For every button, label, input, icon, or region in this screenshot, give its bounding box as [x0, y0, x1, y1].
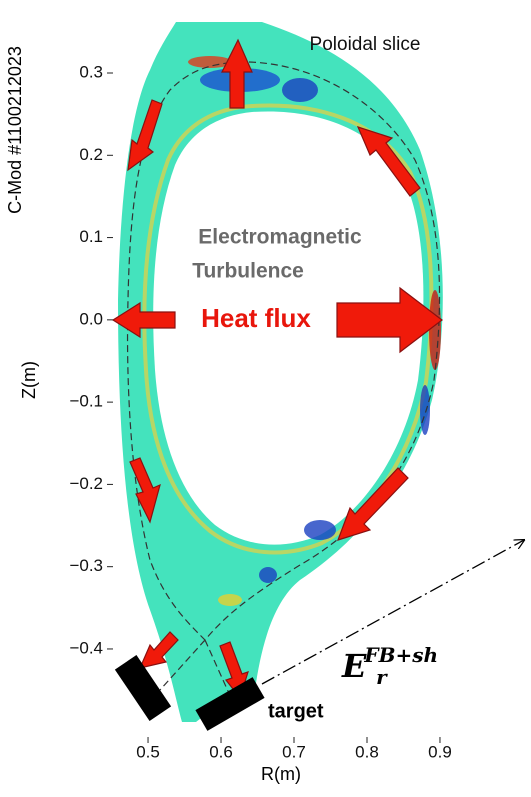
divertor-target: [114, 655, 172, 721]
er-pointer: [261, 540, 524, 685]
y-tick-label: 0.3: [79, 62, 103, 81]
y-tick-label: 0.2: [79, 145, 103, 164]
annotation: Turbulence: [192, 260, 304, 283]
turbulence-blob: [259, 567, 277, 583]
x-tick-label: 0.8: [355, 742, 379, 761]
x-tick-label: 0.7: [282, 742, 306, 761]
flux-arrow: [138, 631, 179, 669]
y-axis-label: Z(m): [19, 361, 39, 399]
turbulence-blob: [218, 594, 242, 606]
er-symbol: E: [341, 647, 367, 685]
y-tick-label: 0.1: [79, 227, 103, 246]
separatrix: [126, 61, 441, 701]
flux-arrow: [336, 286, 443, 354]
turbulence-blob: [188, 56, 232, 68]
x-axis-label: R(m): [261, 764, 301, 784]
flux-arrow: [129, 457, 161, 524]
turbulence-blob: [304, 520, 336, 540]
flux-arrow: [356, 126, 421, 197]
turbulence-blob: [429, 290, 441, 370]
field: [118, 22, 443, 722]
x-tick-label: 0.9: [428, 742, 452, 761]
er-sup: FB+sh: [363, 643, 438, 667]
arrows: [111, 38, 443, 700]
er-sub: r: [376, 665, 388, 689]
flux-arrow: [111, 301, 176, 339]
x-tick-label: 0.5: [136, 742, 160, 761]
er-label: EFB+sh r: [341, 643, 438, 689]
side-label: C-Mod #1100212023: [5, 46, 25, 214]
y-tick-label: −0.3: [69, 556, 103, 575]
flux-arrow: [337, 467, 409, 541]
plot-title: Poloidal slice: [310, 34, 421, 55]
y-tick-label: −0.1: [69, 392, 103, 411]
turbulence-blob: [420, 385, 430, 435]
annotation: Heat flux: [201, 303, 311, 333]
flux-arrow: [127, 99, 163, 172]
turbulence-blob: [282, 78, 318, 102]
flux-arrow: [221, 38, 253, 109]
annotation: Electromagnetic: [198, 226, 362, 249]
y-tick-label: −0.2: [69, 474, 103, 493]
y-tick-label: 0.0: [79, 309, 103, 328]
y-tick-label: −0.4: [69, 638, 103, 657]
divertor-target: [195, 677, 265, 731]
x-tick-label: 0.6: [209, 742, 233, 761]
annotation: target: [268, 700, 324, 722]
core-hole: [153, 111, 424, 545]
